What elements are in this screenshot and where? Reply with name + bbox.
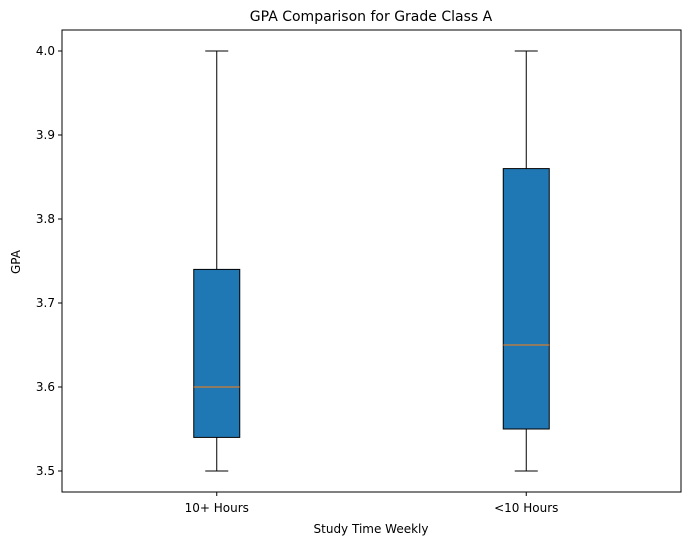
y-axis-label: GPA — [9, 249, 23, 274]
box — [502, 168, 550, 430]
x-tick-label: <10 Hours — [494, 501, 558, 515]
y-tick-label: 4.0 — [36, 44, 55, 58]
x-axis: 10+ Hours <10 Hours — [185, 492, 558, 515]
x-axis-label: Study Time Weekly — [314, 522, 429, 536]
box — [193, 268, 241, 438]
x-tick-label: 10+ Hours — [185, 501, 249, 515]
y-tick-label: 3.5 — [36, 464, 55, 478]
y-tick-label: 3.6 — [36, 380, 55, 394]
box-series — [193, 50, 550, 472]
y-axis: 3.5 3.6 3.7 3.8 3.9 4.0 — [36, 44, 62, 478]
plot-area — [61, 29, 682, 493]
chart-title: GPA Comparison for Grade Class A — [250, 9, 493, 25]
y-tick-label: 3.7 — [36, 296, 55, 310]
y-tick-label: 3.8 — [36, 212, 55, 226]
y-tick-label: 3.9 — [36, 128, 55, 142]
